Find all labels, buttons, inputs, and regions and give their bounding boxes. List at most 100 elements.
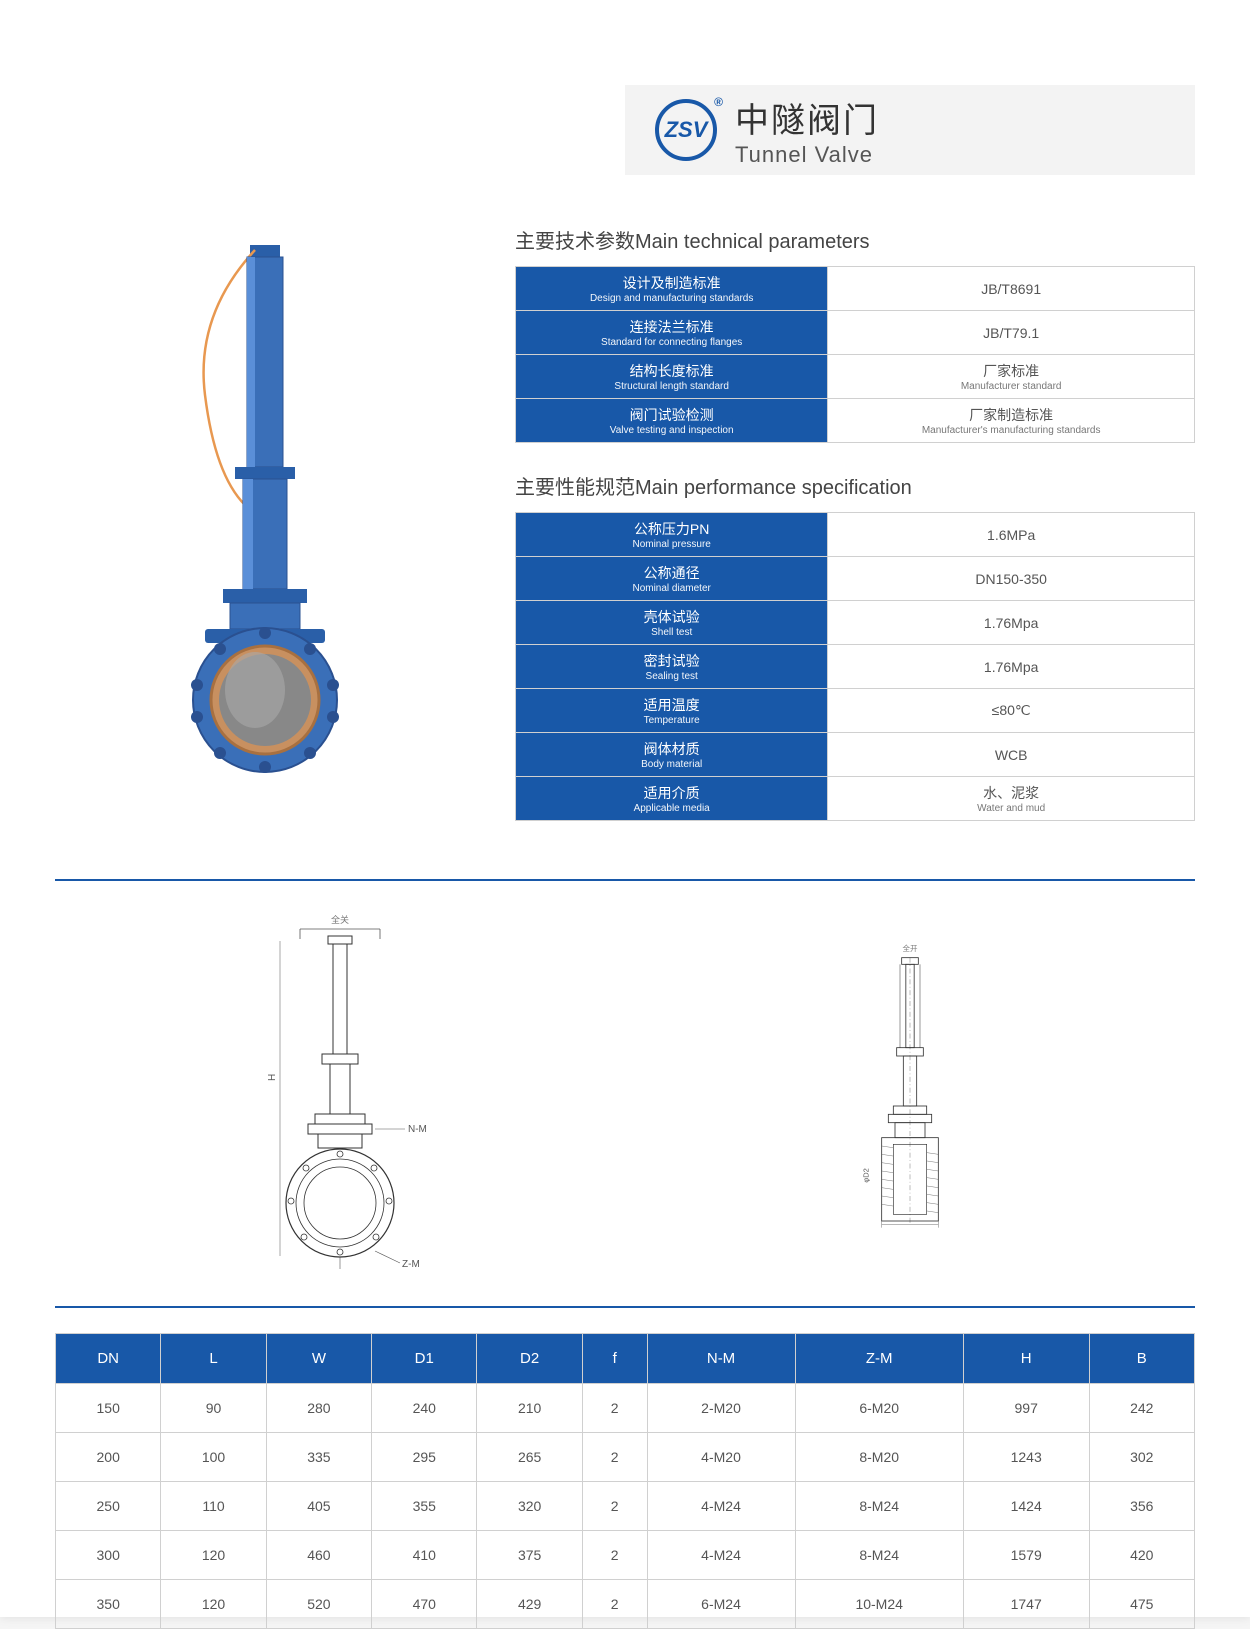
dim-cell: 8-M24 [795,1531,963,1580]
dim-cell: 200 [56,1433,161,1482]
spec-row: 连接法兰标准Standard for connecting flangesJB/… [516,311,1195,355]
dim-row: 1509028024021022-M206-M20997242 [56,1384,1195,1433]
dim-cell: 265 [477,1433,582,1482]
spec-value: 1.6MPa [828,513,1195,557]
spec-row: 壳体试验Shell test1.76Mpa [516,601,1195,645]
dim-cell: 4-M24 [647,1482,795,1531]
dim-cell: 460 [266,1531,371,1580]
dim-cell: 6-M24 [647,1580,795,1629]
dim-cell: 475 [1089,1580,1194,1629]
dim-cell: 2 [582,1482,647,1531]
dim-col-header: H [963,1334,1089,1384]
dim-cell: 429 [477,1580,582,1629]
perf-spec-table: 公称压力PNNominal pressure1.6MPa公称通径Nominal … [515,512,1195,821]
dim-cell: 6-M20 [795,1384,963,1433]
svg-text:φD2: φD2 [861,1168,870,1182]
brand-header: ZSV ® 中隧阀门 Tunnel Valve [625,85,1195,175]
dim-cell: 4-M24 [647,1531,795,1580]
dim-cell: 240 [372,1384,477,1433]
dim-cell: 1579 [963,1531,1089,1580]
svg-text:Z-M: Z-M [402,1259,420,1270]
spec-label: 设计及制造标准Design and manufacturing standard… [516,267,828,311]
dim-cell: 375 [477,1531,582,1580]
spec-value: WCB [828,733,1195,777]
spec-value: JB/T8691 [828,267,1195,311]
dim-cell: 1424 [963,1482,1089,1531]
dim-cell: 242 [1089,1384,1194,1433]
dim-cell: 10-M24 [795,1580,963,1629]
dim-cell: 300 [56,1531,161,1580]
spec-label: 适用介质Applicable media [516,777,828,821]
dim-cell: 8-M20 [795,1433,963,1482]
dim-cell: 520 [266,1580,371,1629]
valve-illustration [135,235,395,775]
spec-row: 适用温度Temperature≤80℃ [516,689,1195,733]
diagram-left: 全关 N-M [220,911,460,1271]
dim-cell: 1243 [963,1433,1089,1482]
dim-cell: 2 [582,1531,647,1580]
dim-row: 25011040535532024-M248-M241424356 [56,1482,1195,1531]
dim-row: 20010033529526524-M208-M201243302 [56,1433,1195,1482]
dim-cell: 302 [1089,1433,1194,1482]
dim-cell: 120 [161,1531,266,1580]
dim-cell: 4-M20 [647,1433,795,1482]
dim-col-header: DN [56,1334,161,1384]
dim-cell: 2 [582,1433,647,1482]
top-content: 主要技术参数Main technical parameters 设计及制造标准D… [55,225,1195,849]
brand-en: Tunnel Valve [735,142,879,168]
spec-row: 结构长度标准Structural length standard厂家标准Manu… [516,355,1195,399]
dim-cell: 355 [372,1482,477,1531]
dim-col-header: Z-M [795,1334,963,1384]
dim-col-header: f [582,1334,647,1384]
spec-value: 厂家制造标准Manufacturer's manufacturing stand… [828,399,1195,443]
registered-mark: ® [714,95,723,109]
spec-row: 密封试验Sealing test1.76Mpa [516,645,1195,689]
diagram-label: 全关 [331,914,349,925]
spec-label: 公称压力PNNominal pressure [516,513,828,557]
divider-2 [55,1306,1195,1308]
dim-cell: 2-M20 [647,1384,795,1433]
product-image [55,225,475,785]
brand-text: 中隧阀门 Tunnel Valve [735,93,879,168]
logo-text: ZSV [665,117,708,143]
divider-1 [55,879,1195,881]
dim-cell: 2 [582,1580,647,1629]
spec-label: 公称通径Nominal diameter [516,557,828,601]
svg-text:全开: 全开 [903,943,918,953]
dim-cell: 150 [56,1384,161,1433]
page: ZSV ® 中隧阀门 Tunnel Valve [0,0,1250,1617]
spec-value: 1.76Mpa [828,645,1195,689]
spec-label: 结构长度标准Structural length standard [516,355,828,399]
spec-value: DN150-350 [828,557,1195,601]
dim-cell: 280 [266,1384,371,1433]
section1-title: 主要技术参数Main technical parameters [515,225,1195,254]
spec-row: 适用介质Applicable media水、泥浆Water and mud [516,777,1195,821]
spec-value: 厂家标准Manufacturer standard [828,355,1195,399]
dim-cell: 250 [56,1482,161,1531]
dimensions-table: DNLWD1D2fN-MZ-MHB 1509028024021022-M206-… [55,1333,1195,1629]
dim-cell: 335 [266,1433,371,1482]
section2-title: 主要性能规范Main performance specification [515,471,1195,500]
dim-cell: 100 [161,1433,266,1482]
dim-row: 35012052047042926-M2410-M241747475 [56,1580,1195,1629]
spec-row: 阀体材质Body materialWCB [516,733,1195,777]
svg-text:N-M: N-M [408,1124,427,1135]
svg-text:H: H [267,1074,278,1081]
dim-cell: 120 [161,1580,266,1629]
brand-cn: 中隧阀门 [735,93,879,142]
spec-value: JB/T79.1 [828,311,1195,355]
spec-label: 阀门试验检测Valve testing and inspection [516,399,828,443]
dim-col-header: N-M [647,1334,795,1384]
dim-cell: 470 [372,1580,477,1629]
dim-cell: 2 [582,1384,647,1433]
dim-cell: 997 [963,1384,1089,1433]
spec-label: 壳体试验Shell test [516,601,828,645]
tech-params-table: 设计及制造标准Design and manufacturing standard… [515,266,1195,443]
diagram-right: 全开 φD2 [790,911,1030,1271]
dim-row: 30012046041037524-M248-M241579420 [56,1531,1195,1580]
spec-value: 水、泥浆Water and mud [828,777,1195,821]
spec-row: 设计及制造标准Design and manufacturing standard… [516,267,1195,311]
dim-cell: 356 [1089,1482,1194,1531]
dim-col-header: B [1089,1334,1194,1384]
dim-cell: 1747 [963,1580,1089,1629]
